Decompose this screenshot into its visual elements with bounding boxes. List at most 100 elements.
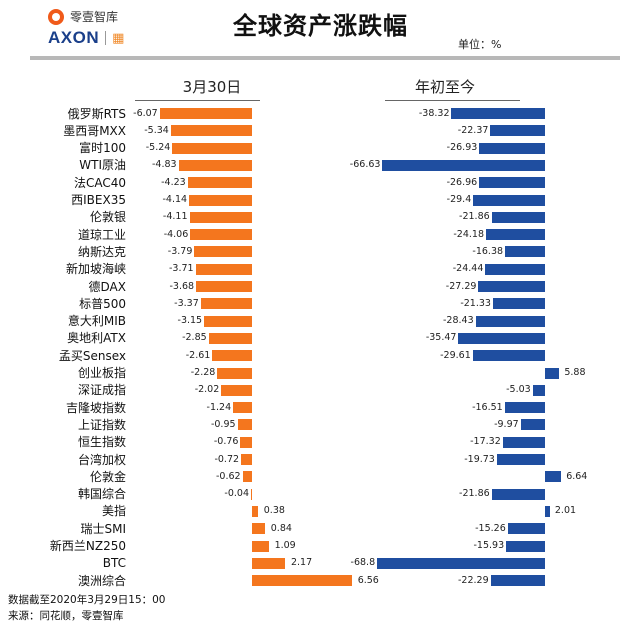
bar-ytd (382, 159, 545, 171)
data-label-ytd: -17.32 (470, 436, 501, 448)
category-label: 新西兰NZ250 (49, 539, 126, 553)
category-label: WTI原油 (79, 158, 126, 173)
bar-ytd (491, 211, 545, 223)
bar-ytd (545, 505, 550, 517)
bar-ytd (473, 194, 545, 206)
bar-3m30 (178, 159, 252, 171)
bar-3m30 (217, 367, 252, 379)
category-label: 德DAX (88, 279, 126, 294)
data-label-3m30: -3.37 (174, 297, 199, 309)
left-column-underline (135, 100, 260, 101)
category-label: 标普500 (79, 296, 126, 311)
bar-3m30 (252, 575, 352, 587)
bar-3m30 (251, 488, 252, 500)
bar-ytd (496, 454, 545, 465)
data-label-ytd: -66.63 (349, 159, 381, 171)
data-label-3m30: 0.84 (270, 522, 292, 534)
footer-date: 数据截至2020年3月29日15：00 (8, 594, 166, 606)
bar-ytd (490, 125, 545, 137)
unit-label: 单位：% (458, 38, 502, 51)
header-rule (30, 56, 620, 60)
right-column-underline (385, 100, 520, 101)
category-label: 富时100 (79, 141, 126, 156)
data-label-3m30: -2.61 (185, 349, 211, 361)
bar-3m30 (190, 229, 252, 241)
data-label-ytd: -29.4 (446, 194, 472, 205)
data-label-ytd: -24.18 (453, 228, 484, 240)
data-label-ytd: -22.29 (457, 574, 489, 586)
bar-3m30 (204, 315, 252, 327)
data-label-3m30: -4.14 (162, 194, 188, 205)
bar-3m30 (233, 402, 252, 414)
left-column-header: 3月30日 (182, 78, 242, 96)
brand-emblem-icon: ▦ (112, 30, 125, 46)
data-label-ytd: -16.38 (472, 245, 504, 257)
data-label-ytd: -21.33 (460, 297, 491, 309)
category-label: BTC (102, 556, 126, 571)
data-label-3m30: 2.17 (290, 557, 313, 569)
logo-text: 零壹智库 (70, 10, 119, 24)
data-label-ytd: 2.01 (554, 505, 577, 517)
category-label: 孟买Sensex (58, 348, 126, 363)
bar-ytd (479, 142, 545, 154)
data-label-3m30: -0.62 (215, 470, 241, 482)
category-label: 纳斯达克 (77, 244, 126, 259)
brand-divider (105, 31, 107, 45)
right-column-header: 年初至今 (414, 78, 475, 96)
bar-ytd (507, 523, 545, 535)
bar-3m30 (241, 454, 252, 465)
bar-ytd (475, 315, 545, 327)
data-label-ytd: -26.96 (446, 176, 478, 188)
bar-ytd (520, 419, 545, 431)
category-label: 道琼工业 (77, 227, 126, 242)
bar-3m30 (170, 125, 252, 137)
category-label: 墨西哥MXX (63, 123, 126, 138)
data-label-ytd: -29.61 (440, 349, 471, 361)
bar-ytd (505, 246, 545, 258)
brand-name: AXON (48, 28, 100, 47)
data-label-ytd: -28.43 (443, 315, 474, 327)
bar-ytd (491, 488, 545, 500)
data-label-3m30: -0.72 (214, 453, 240, 465)
data-label-ytd: -15.93 (473, 540, 505, 551)
category-label: 恒生指数 (77, 435, 126, 450)
data-label-3m30: -2.02 (194, 384, 220, 396)
data-label-3m30: -3.79 (167, 245, 193, 257)
bar-ytd (479, 177, 545, 189)
bar-3m30 (242, 471, 252, 483)
data-label-ytd: -16.51 (472, 401, 503, 413)
data-label-3m30: -3.68 (169, 280, 195, 292)
data-label-ytd: -21.86 (459, 211, 490, 223)
bar-ytd (490, 575, 545, 587)
bar-3m30 (195, 263, 252, 275)
data-label-3m30: -3.71 (169, 263, 194, 275)
bar-ytd (506, 540, 545, 552)
bar-ytd (485, 263, 545, 275)
category-label: 意大利MIB (67, 314, 126, 329)
data-label-3m30: -1.24 (206, 401, 232, 413)
data-label-ytd: 6.64 (566, 470, 588, 482)
category-label: 上证指数 (77, 417, 126, 432)
data-label-ytd: -15.26 (475, 522, 506, 534)
bar-ytd (377, 557, 545, 569)
bar-ytd (545, 471, 562, 483)
bar-ytd (532, 384, 545, 396)
bar-3m30 (187, 177, 252, 189)
data-label-ytd: -9.97 (494, 418, 519, 430)
bar-3m30 (252, 523, 265, 535)
data-label-3m30: 6.56 (357, 574, 379, 586)
page-title: 全球资产涨跌幅 (233, 12, 408, 40)
data-label-3m30: -2.28 (190, 367, 216, 378)
data-label-3m30: -5.24 (145, 142, 171, 154)
bar-ytd (486, 229, 545, 241)
bar-ytd (458, 332, 545, 344)
category-label: 奥地利ATX (67, 331, 126, 346)
data-label-3m30: -0.95 (210, 418, 236, 430)
category-label: 台湾加权 (77, 452, 126, 467)
category-label: 伦敦金 (89, 469, 126, 484)
data-label-3m30: 0.38 (263, 505, 285, 517)
bar-3m30 (172, 142, 252, 154)
bar-3m30 (221, 384, 252, 396)
bar-3m30 (208, 332, 252, 344)
bar-3m30 (196, 281, 252, 292)
